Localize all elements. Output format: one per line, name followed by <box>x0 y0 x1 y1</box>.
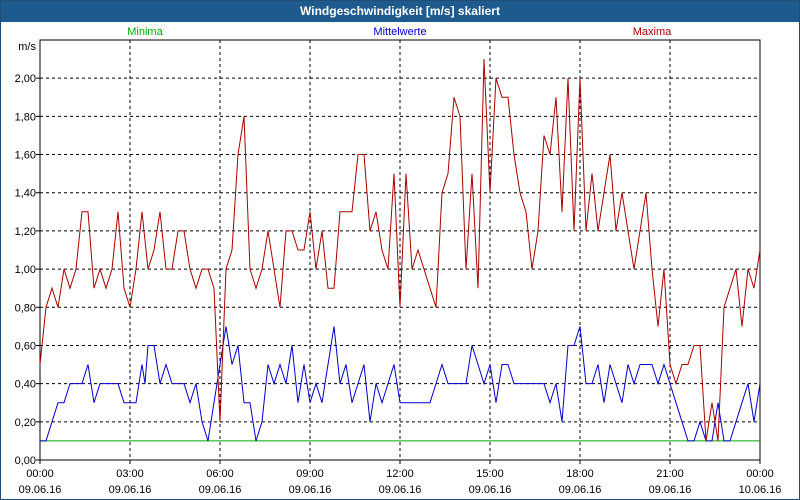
x-tick-date: 09.06.16 <box>289 484 332 496</box>
x-tick-time: 00:00 <box>746 468 774 480</box>
x-tick-time: 12:00 <box>386 468 414 480</box>
x-tick-time: 18:00 <box>566 468 594 480</box>
legend-item-maxima: Maxima <box>633 26 672 38</box>
y-tick-label: 1,60 <box>15 150 36 162</box>
x-tick-time: 06:00 <box>206 468 234 480</box>
x-tick-time: 03:00 <box>116 468 144 480</box>
y-tick-label: 0,60 <box>15 340 36 352</box>
y-tick-label: 0,20 <box>15 417 36 429</box>
x-tick-date: 09.06.16 <box>199 484 242 496</box>
x-tick-time: 21:00 <box>656 468 684 480</box>
x-tick-date: 09.06.16 <box>379 484 422 496</box>
y-tick-label: 0,40 <box>15 379 36 391</box>
series-line-mittelwerte <box>40 326 761 442</box>
y-axis-label: m/s <box>18 41 36 53</box>
x-tick-date: 10.06.16 <box>739 484 782 496</box>
legend-item-mittelwerte: Mittelwerte <box>373 26 426 38</box>
y-tick-label: 0,00 <box>15 455 36 467</box>
y-tick-label: 0,80 <box>15 302 36 314</box>
y-tick-label: 1,20 <box>15 226 36 238</box>
x-tick-date: 09.06.16 <box>649 484 692 496</box>
legend-item-minima: Minima <box>127 26 163 38</box>
y-tick-label: 1,40 <box>15 188 36 200</box>
x-tick-time: 09:00 <box>296 468 324 480</box>
x-tick-date: 09.06.16 <box>19 484 62 496</box>
series-line-maxima <box>39 59 761 441</box>
x-tick-time: 15:00 <box>476 468 504 480</box>
y-tick-label: 1,80 <box>15 111 36 123</box>
x-tick-date: 09.06.16 <box>559 484 602 496</box>
y-tick-label: 2,00 <box>15 73 36 85</box>
y-tick-label: 1,00 <box>15 264 36 276</box>
x-tick-time: 00:00 <box>26 468 54 480</box>
chart-title: Windgeschwindigkeit [m/s] skaliert <box>1 1 799 22</box>
x-tick-date: 09.06.16 <box>469 484 512 496</box>
x-tick-date: 09.06.16 <box>109 484 152 496</box>
